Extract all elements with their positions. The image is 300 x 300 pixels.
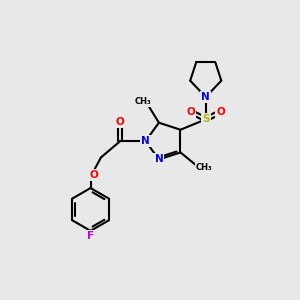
Text: O: O	[216, 107, 225, 117]
Text: CH₃: CH₃	[196, 163, 213, 172]
Text: O: O	[187, 107, 195, 117]
Text: N: N	[141, 136, 150, 146]
Text: S: S	[202, 114, 209, 124]
Text: N: N	[201, 92, 210, 102]
Text: O: O	[116, 117, 125, 127]
Text: CH₃: CH₃	[134, 98, 151, 106]
Text: N: N	[154, 154, 163, 164]
Text: F: F	[87, 231, 94, 241]
Text: O: O	[90, 170, 98, 180]
